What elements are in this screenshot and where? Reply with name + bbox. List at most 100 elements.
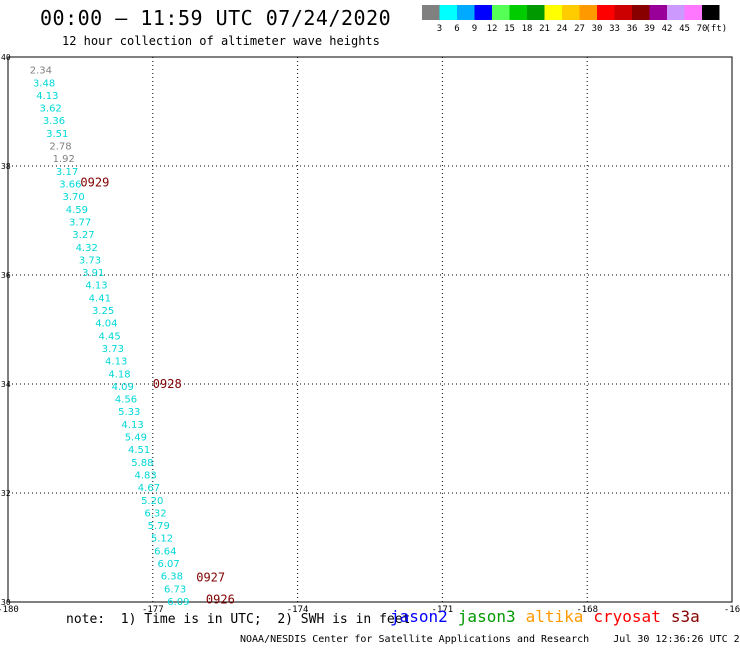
wave-height-value: 4.32 bbox=[76, 243, 98, 254]
legend-item: s3a bbox=[670, 607, 700, 626]
footnote: note: 1) Time is in UTC; 2) SWH is in fe… bbox=[66, 612, 411, 627]
wave-height-value: 3.77 bbox=[69, 217, 91, 228]
wave-height-value: 4.04 bbox=[95, 319, 117, 330]
wave-height-value: 3.36 bbox=[43, 116, 65, 127]
color-swatch bbox=[474, 5, 492, 20]
wave-height-value: 5.88 bbox=[131, 458, 153, 469]
wave-height-value: 4.13 bbox=[36, 91, 58, 102]
time-label: 0928 bbox=[153, 377, 182, 391]
color-swatch bbox=[544, 5, 562, 20]
wave-height-value: 3.70 bbox=[62, 192, 84, 203]
wave-height-value: 4.83 bbox=[135, 470, 157, 481]
wave-height-value: 4.56 bbox=[115, 395, 137, 406]
color-scale-label: 36 bbox=[627, 24, 638, 34]
color-swatch bbox=[457, 5, 475, 20]
wave-height-value: 4.41 bbox=[89, 293, 111, 304]
color-scale-label: 33 bbox=[609, 24, 620, 34]
color-scale-label: 70 bbox=[697, 24, 708, 34]
color-scale-bar: 3 6 9 12 15 18 21 24 27 30 33 36 39 42 45 70(ft) bbox=[422, 5, 728, 34]
color-swatch bbox=[579, 5, 597, 20]
y-tick-label: 36 bbox=[1, 271, 11, 280]
wave-height-value: 6.07 bbox=[157, 559, 179, 570]
wave-height-value: 5.12 bbox=[151, 534, 173, 545]
wave-height-value: 3.27 bbox=[72, 230, 94, 241]
wave-height-value: 6.32 bbox=[144, 508, 166, 519]
wave-height-value: 3.73 bbox=[79, 255, 101, 266]
time-label: 0929 bbox=[80, 175, 109, 189]
wave-height-value: 4.51 bbox=[128, 445, 150, 456]
wave-height-value: 6.38 bbox=[161, 572, 183, 583]
x-tick-label: -177 bbox=[142, 605, 164, 615]
y-tick-label: 40 bbox=[1, 53, 11, 62]
chart-title: 00:00 – 11:59 UTC 07/24/2020 bbox=[40, 6, 392, 30]
color-scale-label: 24 bbox=[557, 24, 568, 34]
wave-height-value: 3.48 bbox=[33, 78, 55, 89]
color-swatch bbox=[597, 5, 615, 20]
wave-height-value: 4.09 bbox=[112, 382, 134, 393]
color-scale-label: 3 bbox=[437, 24, 442, 34]
color-scale-label: 45 bbox=[679, 24, 690, 34]
wave-height-value: 4.13 bbox=[121, 420, 143, 431]
wave-height-value: 5.49 bbox=[125, 433, 147, 444]
color-scale-label: 15 bbox=[504, 24, 515, 34]
wave-height-value: 6.09 bbox=[167, 597, 189, 608]
color-scale-label: 27 bbox=[574, 24, 585, 34]
color-swatch bbox=[684, 5, 702, 20]
wave-height-value: 2.34 bbox=[30, 66, 52, 77]
legend-item: jason3 bbox=[457, 607, 516, 626]
y-tick-label: 32 bbox=[1, 489, 11, 498]
color-scale-label: 12 bbox=[487, 24, 498, 34]
color-scale-label: 30 bbox=[592, 24, 603, 34]
wave-height-value: 3.51 bbox=[46, 129, 68, 140]
satellite-legend: jason2 jason3 altika cryosat s3a bbox=[390, 607, 710, 626]
wave-height-value: 3.73 bbox=[102, 344, 124, 355]
wave-height-value: 3.62 bbox=[40, 104, 62, 115]
wave-height-value: 4.13 bbox=[85, 281, 107, 292]
wave-height-value: 3.17 bbox=[56, 167, 78, 178]
chart-subtitle: 12 hour collection of altimeter wave hei… bbox=[62, 34, 380, 48]
wave-height-value: 3.25 bbox=[92, 306, 114, 317]
time-label: 0926 bbox=[206, 592, 235, 606]
wave-height-value: 4.59 bbox=[66, 205, 88, 216]
color-scale-label: 9 bbox=[472, 24, 477, 34]
legend-item: cryosat bbox=[593, 607, 661, 626]
credit-line: NOAA/NESDIS Center for Satellite Applica… bbox=[240, 634, 740, 645]
color-scale-unit: (ft) bbox=[706, 24, 728, 34]
wave-height-value: 4.67 bbox=[138, 483, 160, 494]
wave-height-value: 2.78 bbox=[49, 142, 71, 153]
wave-height-value: 6.64 bbox=[154, 546, 176, 557]
color-scale-label: 21 bbox=[539, 24, 550, 34]
x-tick-label: -171 bbox=[432, 605, 454, 615]
wave-height-value: 5.33 bbox=[118, 407, 140, 418]
color-scale-label: 18 bbox=[522, 24, 533, 34]
color-swatch bbox=[509, 5, 527, 20]
x-tick-label: -180 bbox=[0, 605, 19, 615]
y-tick-label: 38 bbox=[1, 162, 11, 171]
y-tick-label: 34 bbox=[1, 380, 11, 389]
x-tick-label: -168 bbox=[576, 605, 598, 615]
color-scale-label: 6 bbox=[454, 24, 459, 34]
color-swatch bbox=[649, 5, 667, 20]
wave-height-value: 6.73 bbox=[164, 584, 186, 595]
wave-height-value: 4.13 bbox=[105, 357, 127, 368]
color-swatch bbox=[422, 5, 440, 20]
color-swatch bbox=[562, 5, 580, 20]
wave-height-value: 3.91 bbox=[82, 268, 104, 279]
x-tick-label: -16 bbox=[724, 605, 740, 615]
color-swatch bbox=[632, 5, 650, 20]
color-swatch bbox=[667, 5, 685, 20]
color-swatch bbox=[492, 5, 510, 20]
color-swatch bbox=[702, 5, 720, 20]
color-scale-label: 42 bbox=[662, 24, 673, 34]
wave-height-value: 4.45 bbox=[99, 331, 121, 342]
wave-height-value: 3.66 bbox=[59, 179, 81, 190]
color-swatch bbox=[439, 5, 457, 20]
wave-height-value: 4.18 bbox=[108, 369, 130, 380]
wave-height-value: 5.79 bbox=[148, 521, 170, 532]
wave-height-value: 1.92 bbox=[53, 154, 75, 165]
color-scale-label: 39 bbox=[644, 24, 655, 34]
color-swatch bbox=[614, 5, 632, 20]
x-tick-label: -174 bbox=[287, 605, 309, 615]
color-swatch bbox=[527, 5, 545, 20]
